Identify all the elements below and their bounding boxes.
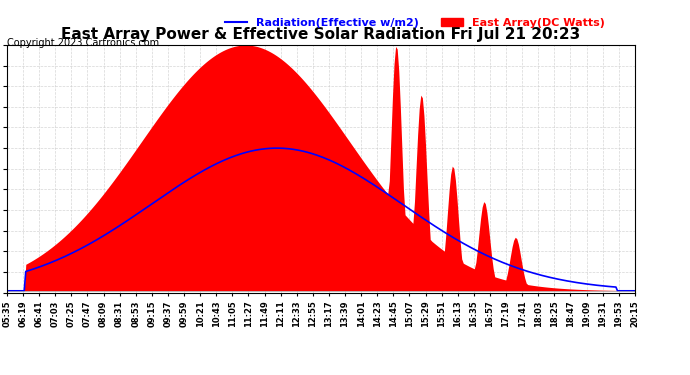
Legend: Radiation(Effective w/m2), East Array(DC Watts): Radiation(Effective w/m2), East Array(DC… (221, 13, 609, 32)
Text: Copyright 2023 Cartronics.com: Copyright 2023 Cartronics.com (7, 38, 159, 48)
Title: East Array Power & Effective Solar Radiation Fri Jul 21 20:23: East Array Power & Effective Solar Radia… (61, 27, 580, 42)
